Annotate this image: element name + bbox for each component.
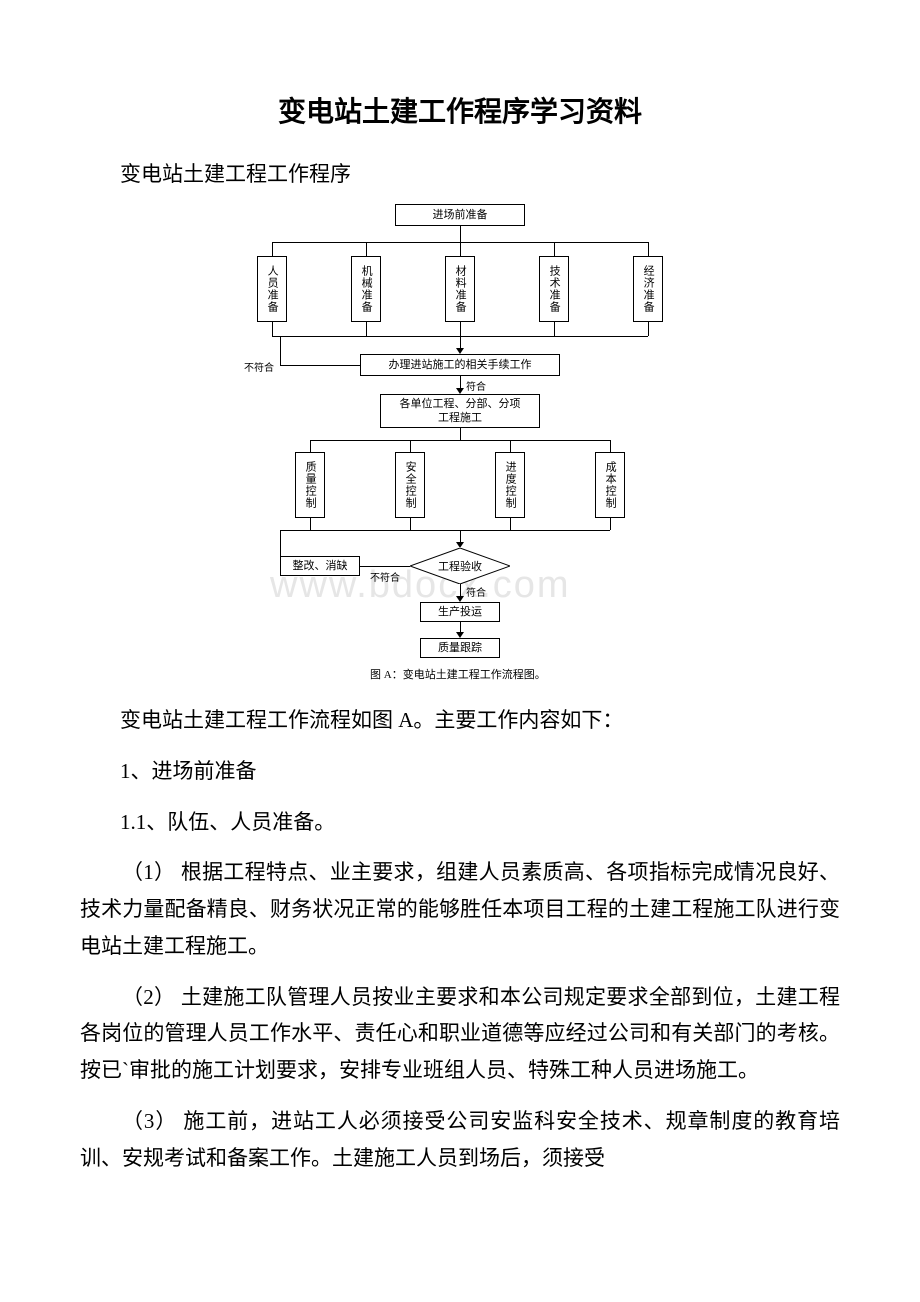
node-quality-track: 质量跟踪 [420,638,500,658]
node-technical: 技术准备 [539,256,569,322]
node-machinery: 机械准备 [351,256,381,322]
label-conform-2: 符合 [466,584,486,599]
node-rectify: 整改、消缺 [280,556,360,576]
node-units: 各单位工程、分部、分项 工程施工 [380,394,540,428]
label-safety: 安全控制 [403,461,417,509]
paragraph-1: 变电站土建工程工作流程如图 A。主要工作内容如下： [120,702,840,739]
label-machinery: 机械准备 [359,265,373,313]
flowchart-caption: 图 A：变电站土建工程工作流程图。 [370,666,546,682]
label-technical: 技术准备 [547,265,561,313]
node-materials: 材料准备 [445,256,475,322]
node-top: 进场前准备 [395,204,525,226]
node-economic: 经济准备 [633,256,663,322]
label-cost: 成本控制 [603,461,617,509]
label-conform-1: 符合 [466,378,486,393]
node-cost: 成本控制 [595,452,625,518]
node-safety: 安全控制 [395,452,425,518]
label-materials: 材料准备 [453,265,467,313]
node-quality: 质量控制 [295,452,325,518]
node-progress: 进度控制 [495,452,525,518]
label-economic: 经济准备 [641,265,655,313]
paragraph-4: （1） 根据工程特点、业主要求，组建人员素质高、各项指标完成情况良好、技术力量配… [80,854,840,964]
flowchart: www.bdocx.com 进场前准备 人员准备 机械准备 材料准备 技术准备 … [240,204,680,684]
paragraph-2: 1、进场前准备 [120,753,840,790]
node-procedure: 办理进站施工的相关手续工作 [360,354,560,376]
paragraph-6: （3） 施工前，进站工人必须接受公司安监科安全技术、规章制度的教育培训、安规考试… [80,1103,840,1177]
label-nonconform-1: 不符合 [244,359,274,374]
node-acceptance: 工程验收 [410,548,510,584]
page-subtitle: 变电站土建工程工作程序 [120,158,840,188]
label-progress: 进度控制 [503,461,517,509]
node-production: 生产投运 [420,602,500,622]
label-nonconform-2: 不符合 [370,569,400,584]
paragraph-3: 1.1、队伍、人员准备。 [120,804,840,841]
label-quality: 质量控制 [303,461,317,509]
label-acceptance: 工程验收 [410,548,510,584]
node-personnel: 人员准备 [257,256,287,322]
label-personnel: 人员准备 [265,265,279,313]
page-title: 变电站土建工作程序学习资料 [80,90,840,130]
paragraph-5: （2） 土建施工队管理人员按业主要求和本公司规定要求全部到位，土建工程各岗位的管… [80,979,840,1089]
